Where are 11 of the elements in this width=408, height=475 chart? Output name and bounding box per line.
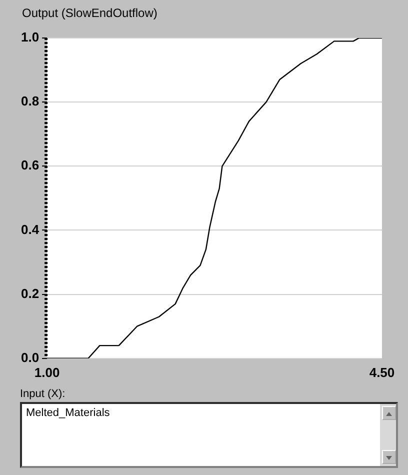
y-tick-label: 1.0 [20, 30, 40, 45]
text-field: Melted_Materials [20, 402, 398, 468]
y-tick-label: 0.4 [20, 222, 40, 237]
y-tick-label: 0.6 [20, 158, 40, 173]
x-tick-label: 4.50 [369, 364, 395, 380]
x-axis-title: Input (X): [20, 388, 66, 400]
y-tick-label: 0.8 [20, 94, 40, 109]
chart-title: Output (SlowEndOutflow) [22, 6, 158, 20]
y-tick-label: 0.2 [20, 286, 40, 301]
x-tick-label: 1.00 [34, 364, 60, 380]
y-tick-label: 0.0 [20, 350, 40, 365]
